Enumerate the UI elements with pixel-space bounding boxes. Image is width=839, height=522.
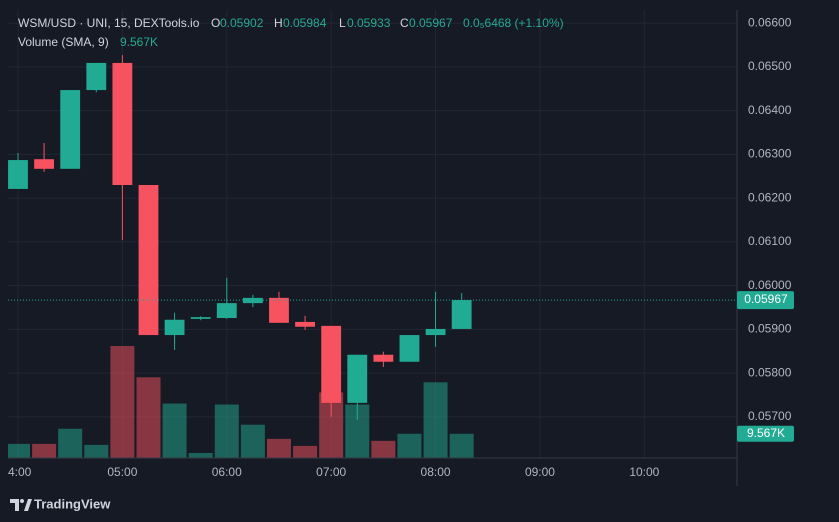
candle-body <box>216 303 237 318</box>
volume-bar <box>110 346 135 458</box>
candle-body <box>321 325 342 403</box>
candle-body <box>399 335 420 362</box>
ohlc-key: H <box>274 16 283 30</box>
axes: 0.06600 0.06500 0.06400 0.06300 0.06200 0.061… <box>8 15 794 479</box>
volume-bar <box>214 404 239 458</box>
x-tick-label: 10:00 <box>629 465 659 479</box>
volume-bar <box>293 445 318 458</box>
volume-bar <box>423 382 448 458</box>
volume-bar <box>188 452 213 458</box>
candle-body <box>242 297 263 304</box>
candle-body <box>190 317 211 319</box>
last-price-label: 0.05967 <box>744 292 788 306</box>
x-tick-label: 08:00 <box>421 465 451 479</box>
volume-bar <box>84 444 109 458</box>
ohlc-value: 0.05902 <box>220 16 264 30</box>
y-tick-label: 0.06400 <box>748 103 792 117</box>
candle-body <box>295 321 315 327</box>
volume-bar <box>32 443 57 458</box>
volume-tag-label: 9.567K <box>747 426 785 440</box>
ohlc-key: L <box>339 16 346 30</box>
candle-body <box>112 62 133 185</box>
ohlc-value: 0.05984 <box>283 16 327 30</box>
brand: TradingView <box>34 496 111 511</box>
ohlc-value: 0.05933 <box>347 16 391 30</box>
ohlc-value: 0.05967 <box>409 16 453 30</box>
plot-area <box>8 55 737 458</box>
candle-body <box>86 62 107 91</box>
candle-body <box>164 319 185 336</box>
y-tick-label: 0.06000 <box>748 278 792 292</box>
ohlc-key: C <box>400 16 409 30</box>
y-tick-label: 0.05800 <box>748 365 792 379</box>
change: 0.0₅6468 (+1.10%) <box>463 16 564 30</box>
candle-body <box>347 354 368 403</box>
y-tick-label: 0.05900 <box>748 322 792 336</box>
x-tick-label: 07:00 <box>316 465 346 479</box>
ohlc-key: O <box>211 16 220 30</box>
y-tick-label: 0.05700 <box>748 409 792 423</box>
candle-body <box>425 328 446 336</box>
x-tick-label: 06:00 <box>212 465 242 479</box>
brand-logo <box>10 499 32 511</box>
volume-bar <box>449 433 474 458</box>
candle-body <box>269 297 289 323</box>
y-tick-label: 0.06200 <box>748 190 792 204</box>
x-tick-label: 09:00 <box>525 465 555 479</box>
y-tick-label: 0.06300 <box>748 147 792 161</box>
volume-bar <box>58 428 83 458</box>
candle-body <box>451 300 472 329</box>
volume-bar <box>8 443 31 458</box>
y-tick-label: 0.06500 <box>748 59 792 73</box>
volume-label: Volume (SMA, 9) <box>18 35 109 49</box>
candle-body <box>60 90 81 169</box>
candle-body <box>34 159 55 169</box>
candle-body <box>8 160 28 189</box>
last-price-tag <box>737 291 794 310</box>
candle-body <box>373 354 394 362</box>
volume-bar <box>240 424 265 458</box>
volume-tag <box>737 425 794 442</box>
volume-bar <box>397 433 422 458</box>
volume-bar <box>162 403 187 458</box>
volume-bar <box>266 438 291 458</box>
y-tick-label: 0.06100 <box>748 234 792 248</box>
volume-value: 9.567K <box>120 35 158 49</box>
x-tick-label: 4:00 <box>8 465 32 479</box>
x-tick-label: 05:00 <box>107 465 137 479</box>
volume-bar <box>136 377 161 458</box>
symbol: WSM/USD · UNI, 15, DEXTools.io <box>18 16 200 30</box>
y-tick-label: 0.06600 <box>748 15 792 29</box>
volume-bar <box>371 440 396 458</box>
candle-body <box>138 185 159 336</box>
